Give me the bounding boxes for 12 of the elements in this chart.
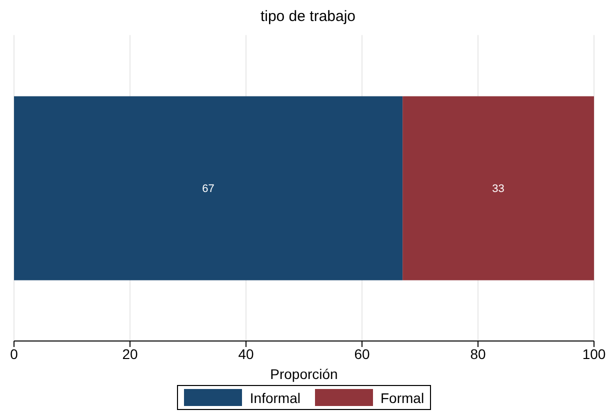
x-tick-label: 40 [238,346,254,362]
chart-title: tipo de trabajo [259,8,357,27]
x-tick-label: 20 [122,346,138,362]
data-label: 33 [492,183,504,196]
data-label: 67 [202,183,214,196]
x-tick-label: 100 [582,346,606,362]
legend-label: Formal [380,390,424,406]
x-axis-title: Proporción [270,366,338,382]
x-tick-label: 0 [10,346,18,362]
legend-label: Informal [250,390,300,406]
x-tick-label: 60 [354,346,370,362]
x-tick-label: 80 [470,346,486,362]
